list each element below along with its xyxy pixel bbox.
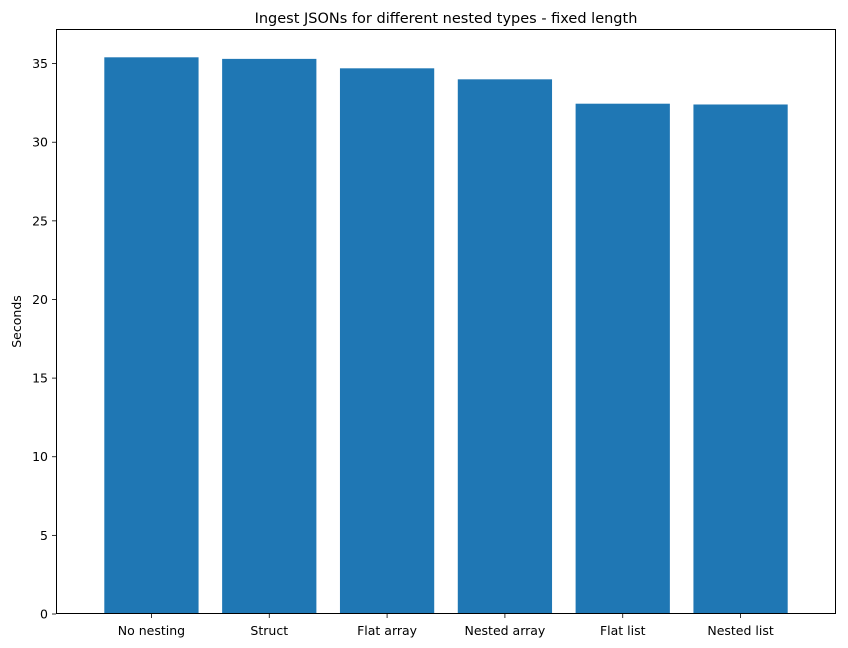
- y-tick-label: 0: [40, 607, 48, 622]
- chart-title: Ingest JSONs for different nested types …: [255, 11, 638, 27]
- x-tick-label: Nested array: [464, 623, 545, 638]
- x-axis-ticks: No nesting Struct Flat array Nested array Fl…: [118, 614, 774, 638]
- bar-flat-list: [575, 103, 670, 615]
- y-tick-label: 25: [32, 213, 48, 228]
- y-tick-label: 30: [32, 135, 48, 150]
- bar-no-nesting: [104, 57, 199, 614]
- bar-struct: [222, 58, 317, 615]
- bars-group: [104, 57, 788, 615]
- x-tick-label: Flat array: [357, 623, 418, 638]
- x-tick-label: Struct: [250, 623, 288, 638]
- plot-frame: [56, 29, 836, 614]
- y-axis-label: Seconds: [9, 295, 24, 348]
- y-axis-ticks: 0 5 10 15 20 25 30 35: [32, 56, 56, 622]
- bar-flat-array: [339, 68, 435, 614]
- y-tick-label: 5: [40, 528, 48, 543]
- y-tick-label: 20: [32, 292, 48, 307]
- y-tick-label: 35: [32, 56, 48, 71]
- x-tick-label: Nested list: [707, 623, 774, 638]
- y-tick-label: 10: [32, 449, 48, 464]
- y-tick-label: 15: [32, 371, 48, 386]
- x-tick-label: No nesting: [118, 623, 185, 638]
- x-tick-label: Flat list: [600, 623, 646, 638]
- bar-nested-array: [457, 79, 553, 615]
- bar-nested-list: [693, 104, 788, 614]
